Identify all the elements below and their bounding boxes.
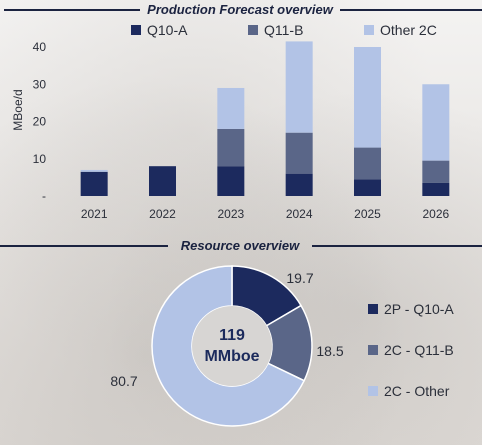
donut-plot-area: 19.7 18.5 80.7: [110, 265, 344, 427]
x-tick-label: 2022: [149, 207, 176, 221]
bar-plot-area: - 10 20 30 40 2021 2022 2023 2024 2025 2026: [33, 40, 450, 221]
donut-slice-value-label: 18.5: [316, 343, 343, 359]
legend-label-q11b: Q11-B: [264, 22, 303, 38]
donut-legend-swatch-q11b: [368, 345, 378, 355]
x-tick-label: 2024: [286, 207, 313, 221]
bar-segment-other-2c-2024: [285, 41, 313, 133]
legend-swatch-q10a: [131, 25, 141, 35]
pie-chart-title: Resource overview: [181, 238, 300, 253]
bar-segment-q10-a-2025: [354, 179, 381, 196]
donut-legend-label-other: 2C - Other: [384, 383, 450, 399]
bar-segment-q11-b-2024: [285, 132, 313, 174]
x-tick-label: 2021: [81, 207, 108, 221]
y-tick-label: 10: [33, 152, 47, 166]
legend-swatch-q11b: [248, 25, 258, 35]
donut-legend-label-2p: 2P - Q10-A: [384, 301, 454, 317]
bar-segment-other-2c-2023: [217, 87, 245, 129]
bar-segment-other-2c-2026: [422, 84, 450, 161]
bar-segment-q11-b-2026: [422, 160, 450, 183]
bar-segment-q10-a-2023: [217, 166, 245, 196]
donut-slice-value-label: 80.7: [110, 373, 137, 389]
legend-label-q10a: Q10-A: [147, 22, 188, 38]
y-tick-label: -: [42, 189, 46, 203]
bar-segment-q10-a-2022: [149, 166, 176, 196]
y-tick-label: 20: [33, 115, 47, 129]
x-tick-label: 2023: [217, 207, 244, 221]
donut-center-unit: MMboe: [204, 348, 259, 365]
x-tick-label: 2025: [354, 207, 381, 221]
bar-legend: Q10-A Q11-B Other 2C: [131, 22, 437, 38]
bar-segment-q10-a-2026: [422, 182, 450, 196]
donut-legend-swatch-2p: [368, 304, 378, 314]
donut-center-value: 119: [219, 327, 245, 344]
bar-chart-title: Production Forecast overview: [147, 2, 334, 17]
legend-swatch-other: [364, 25, 374, 35]
bar-segment-other-2c-2025: [354, 47, 381, 148]
bar-segment-q11-b-2023: [217, 128, 245, 167]
bar-segment-q10-a-2024: [285, 173, 313, 196]
y-tick-label: 40: [33, 40, 47, 54]
bar-segment-other-2c-2021: [80, 169, 108, 172]
donut-legend: 2P - Q10-A 2C - Q11-B 2C - Other: [368, 301, 454, 399]
donut-legend-label-q11b: 2C - Q11-B: [384, 342, 454, 358]
donut-slice-value-label: 19.7: [286, 270, 313, 286]
donut-center: [192, 306, 272, 386]
y-tick-label: 30: [33, 77, 47, 91]
legend-label-other: Other 2C: [380, 22, 437, 38]
y-axis-label: MBoe/d: [11, 89, 25, 130]
bar-segment-q10-a-2021: [80, 171, 108, 196]
donut-legend-swatch-other: [368, 386, 378, 396]
bar-segment-q11-b-2025: [354, 147, 381, 180]
x-tick-label: 2026: [422, 207, 449, 221]
